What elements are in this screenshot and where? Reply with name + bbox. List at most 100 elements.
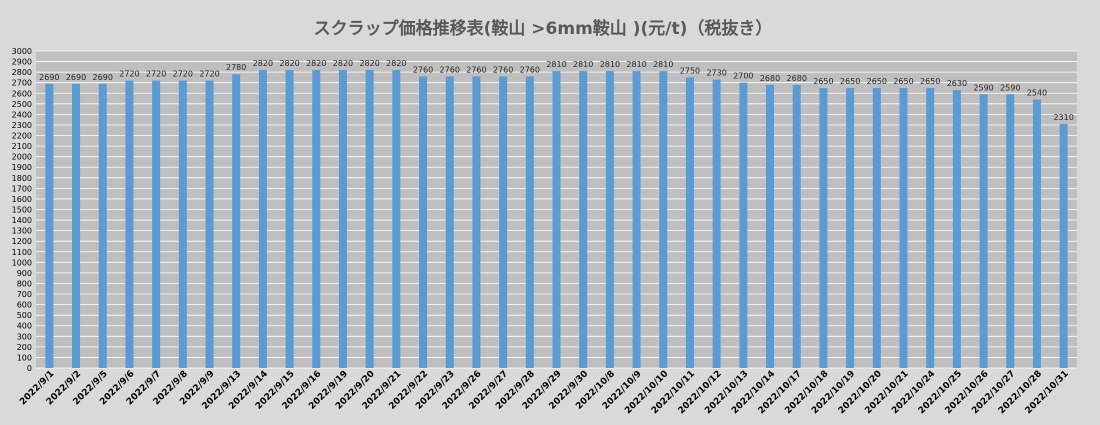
y-tick-label: 1900 (12, 163, 32, 172)
data-label: 2690 (93, 73, 113, 82)
y-tick-label: 2700 (12, 79, 32, 88)
data-label: 2820 (306, 59, 326, 68)
bar (766, 84, 775, 369)
data-label: 2720 (173, 70, 193, 79)
bar (392, 70, 401, 369)
data-label: 2760 (440, 65, 460, 74)
data-label: 2720 (119, 70, 139, 79)
bar (926, 87, 935, 368)
data-label: 2540 (1027, 89, 1047, 98)
y-tick-label: 700 (17, 290, 32, 299)
y-tick-label: 300 (17, 332, 32, 341)
y-tick-label: 1800 (12, 174, 32, 183)
bar (258, 70, 267, 369)
data-label: 2690 (66, 73, 86, 82)
bar (846, 87, 855, 368)
data-label: 2650 (840, 77, 860, 86)
bar (605, 71, 614, 369)
bar (979, 94, 988, 368)
bar (632, 71, 641, 369)
y-tick-label: 2400 (12, 110, 32, 119)
data-label: 2690 (39, 73, 59, 82)
data-label: 2590 (973, 83, 993, 92)
y-tick-label: 1300 (12, 227, 32, 236)
y-tick-label: 1400 (12, 216, 32, 225)
data-label: 2810 (573, 60, 593, 69)
bar (472, 76, 481, 369)
bar (1006, 94, 1015, 368)
data-label: 2730 (706, 69, 726, 78)
bar (232, 74, 241, 368)
bar (338, 70, 347, 369)
data-label: 2310 (1053, 113, 1073, 122)
bar (499, 76, 508, 369)
bar (819, 87, 828, 368)
y-tick-label: 100 (17, 353, 32, 362)
bar (445, 76, 454, 369)
bar (365, 70, 374, 369)
bar (659, 71, 668, 369)
y-tick-label: 1100 (12, 248, 32, 257)
y-tick-label: 1200 (12, 237, 32, 246)
data-label: 2720 (199, 70, 219, 79)
bar (45, 83, 54, 369)
data-label: 2820 (386, 59, 406, 68)
y-tick-label: 2500 (12, 100, 32, 109)
y-tick-label: 3000 (12, 47, 32, 56)
bar (712, 79, 721, 368)
y-tick-label: 800 (17, 279, 32, 288)
y-tick-label: 400 (17, 322, 32, 331)
bar (125, 80, 134, 368)
bar (98, 83, 107, 369)
data-label: 2650 (893, 77, 913, 86)
bar (685, 77, 694, 369)
bar (792, 84, 801, 369)
data-label: 2760 (413, 65, 433, 74)
data-labels: 2690 2690 2690 2720 2720 2720 2720 2780 2820 2820… (39, 59, 1074, 122)
bar (152, 80, 161, 368)
data-label: 2810 (546, 60, 566, 69)
y-tick-label: 500 (17, 311, 32, 320)
bar (552, 71, 561, 369)
bar (1032, 99, 1041, 369)
y-tick-label: 1000 (12, 258, 32, 267)
data-label: 2650 (867, 77, 887, 86)
data-label: 2820 (359, 59, 379, 68)
data-label: 2760 (466, 65, 486, 74)
data-label: 2820 (253, 59, 273, 68)
data-label: 2650 (813, 77, 833, 86)
y-tick-label: 600 (17, 301, 32, 310)
data-label: 2700 (733, 72, 753, 81)
data-label: 2810 (600, 60, 620, 69)
bars (45, 70, 1068, 369)
bar (205, 80, 214, 368)
y-tick-label: 2900 (12, 58, 32, 67)
bar (872, 87, 881, 368)
bar (899, 87, 908, 368)
y-tick-label: 1500 (12, 206, 32, 215)
data-label: 2810 (626, 60, 646, 69)
y-tick-label: 2200 (12, 132, 32, 141)
data-label: 2750 (680, 66, 700, 75)
bar (739, 82, 748, 368)
data-label: 2820 (333, 59, 353, 68)
y-tick-label: 1700 (12, 184, 32, 193)
data-label: 2780 (226, 63, 246, 72)
data-label: 2650 (920, 77, 940, 86)
bar (1059, 123, 1068, 368)
bar (419, 76, 428, 369)
bar (952, 90, 961, 368)
y-tick-label: 0 (27, 364, 32, 373)
data-label: 2630 (947, 79, 967, 88)
data-label: 2760 (493, 65, 513, 74)
y-tick-label: 900 (17, 269, 32, 278)
bar (525, 76, 534, 369)
x-axis-ticks: 2022/9/12022/9/22022/9/52022/9/62022/9/7… (18, 369, 1071, 416)
y-tick-label: 2800 (12, 68, 32, 77)
data-label: 2680 (760, 74, 780, 83)
y-tick-label: 2300 (12, 121, 32, 130)
y-tick-label: 2600 (12, 89, 32, 98)
